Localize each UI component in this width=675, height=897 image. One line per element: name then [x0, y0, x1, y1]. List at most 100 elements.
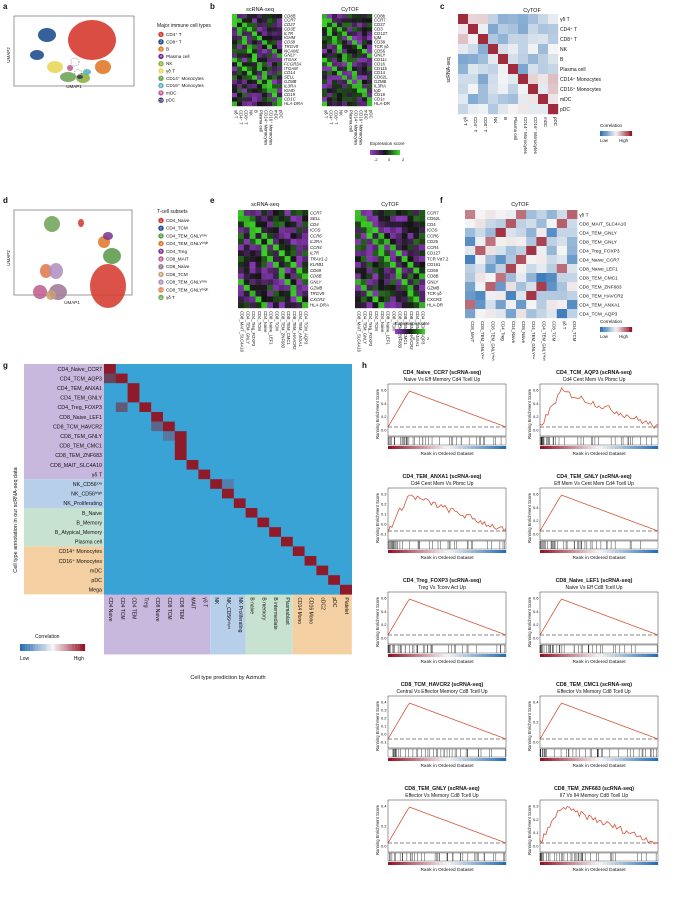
- gsea-ytick: 0.0: [381, 428, 387, 433]
- heat-g-cell: [151, 546, 164, 557]
- heat-g-cell: [222, 440, 234, 451]
- gsea-ylabel: Running Enrichment Score: [375, 700, 380, 751]
- heat-b-rna-cell: [252, 40, 258, 45]
- heat-f-cell: [505, 282, 517, 292]
- heat-g-cell: [340, 450, 352, 461]
- heat-g-cell: [115, 565, 128, 576]
- gsea-rank-strip: [638, 550, 643, 553]
- heat-g-cell: [269, 421, 282, 432]
- heat-g-cell: [139, 479, 152, 489]
- heat-g-cell: [340, 440, 352, 451]
- gsea-rank-strip: [555, 654, 560, 657]
- heat-c-cell: [488, 44, 499, 55]
- heat-e-cytof-cell: [372, 233, 379, 240]
- gsea-rank-strip: [642, 654, 647, 657]
- heat-b-rna-cell: [252, 101, 258, 107]
- heat-g-cell: [104, 373, 116, 384]
- heat-e-rna-row-label: CD69: [310, 268, 322, 273]
- heat-e-cytof-cell: [360, 302, 367, 309]
- gsea-rank-strip: [407, 654, 412, 657]
- heat-e-rna-cell: [296, 215, 303, 222]
- heat-e-cytof-cell: [384, 296, 391, 303]
- heat-e-cytof-cell: [360, 244, 367, 251]
- heat-g-cell: [104, 556, 116, 566]
- scale-c-step: [612, 131, 615, 136]
- col-label-e-rna: CD4_TEM_GNLY: [245, 311, 250, 344]
- legend-dot-d: [158, 279, 164, 285]
- heat-b-rna-cell: [232, 49, 238, 54]
- heat-g-cell: [163, 584, 175, 595]
- heat-g-cell: [115, 373, 128, 384]
- heat-g-cell: [198, 431, 211, 441]
- gsea-rank-strip: [443, 550, 448, 553]
- heat-b-rna-row-label: SELL: [284, 75, 295, 80]
- gsea-ytick: 0.4: [381, 804, 387, 809]
- heat-g-cell: [127, 392, 140, 403]
- legend-item-d: CD8_Naive: [166, 264, 190, 269]
- heat-b-rna-cell: [247, 40, 253, 45]
- heat-e-rna-cell: [261, 296, 268, 303]
- heat-b-rna-cell: [237, 101, 243, 107]
- legend-item-d: CD4_TCM: [166, 226, 188, 231]
- gsea-ytick: 0.2: [533, 414, 539, 419]
- heat-g-cell: [198, 412, 211, 422]
- heat-e-rna-cell: [273, 233, 280, 240]
- heat-e-rna-cell: [243, 273, 250, 280]
- gsea-rank-strip: [403, 550, 408, 553]
- heat-b-cytof-cell: [342, 70, 348, 76]
- heat-g-cell: [198, 488, 211, 499]
- gsea-rank-strip: [431, 550, 436, 553]
- row-group-bg-g: [24, 546, 104, 595]
- heat-g-cell: [186, 469, 199, 480]
- legend-num-d: 9: [160, 280, 162, 284]
- heat-g-cell: [210, 421, 223, 432]
- scale-f-step: [617, 327, 620, 332]
- heat-b-cytof-cell: [357, 84, 363, 89]
- scale-b-step: [398, 150, 401, 155]
- heat-f-cell: [546, 291, 557, 301]
- heat-e-rna-cell: [302, 210, 309, 216]
- gsea-rank-strip: [388, 446, 393, 449]
- heat-g-cell: [269, 508, 282, 518]
- heat-e-rna-cell: [243, 227, 250, 234]
- heat-b-rna-cell: [237, 75, 243, 80]
- heat-g-cell: [104, 469, 116, 480]
- heat-b-cytof-cell: [347, 49, 353, 54]
- heat-b-rna-cell: [232, 31, 238, 37]
- heat-g-cell: [304, 450, 317, 461]
- gsea-rank-strip: [591, 446, 596, 449]
- heat-f-cell: [475, 237, 486, 247]
- scale-g-step: [72, 644, 75, 651]
- col-label-e-rna: CD4_TCM: [257, 311, 262, 331]
- legend-num-d: 6: [160, 257, 162, 261]
- heat-g-cell: [174, 517, 187, 528]
- heat-g-cell: [245, 421, 258, 432]
- heat-b-rna-row-label: IL7R: [284, 31, 293, 36]
- heat-f-cell: [556, 300, 568, 310]
- heat-e-cytof-cell: [395, 210, 402, 216]
- heat-e-cytof-cell: [390, 227, 397, 234]
- heat-g-cell: [222, 373, 234, 384]
- heat-b-rna-cell: [262, 62, 268, 67]
- heat-g-cell: [104, 431, 116, 441]
- heat-b-rna-cell: [272, 49, 278, 54]
- heat-g-cell: [245, 460, 258, 470]
- gsea-title: CD8_Naive_LEF1 (scRNA-seq): [556, 578, 633, 584]
- heat-b-rna-cell: [232, 22, 238, 28]
- heat-e-rna-cell: [290, 244, 297, 251]
- axis-title-g-y: Cell type annotation in our scRNA-seq da…: [13, 466, 19, 572]
- heat-e-rna-cell: [278, 273, 285, 280]
- heat-g-cell: [233, 412, 246, 422]
- scale-e-step: [408, 329, 411, 334]
- heat-b-rna-cell: [252, 57, 258, 63]
- row-label-f: CD4_Treg_FOXP3: [579, 249, 620, 255]
- heat-e-rna-cell: [238, 227, 245, 234]
- scale-c-step: [608, 131, 610, 136]
- heat-e-rna-row-label: TRAV1-2: [310, 256, 328, 261]
- heat-b-rna-cell: [277, 35, 283, 41]
- heat-e-cytof-cell: [395, 302, 402, 309]
- row-label-f: CD4_TEM_GNLY: [579, 231, 618, 237]
- heat-e-rna-cell: [273, 250, 280, 257]
- heat-b-rna-cell: [277, 92, 283, 98]
- gsea-rank-strip: [439, 758, 444, 761]
